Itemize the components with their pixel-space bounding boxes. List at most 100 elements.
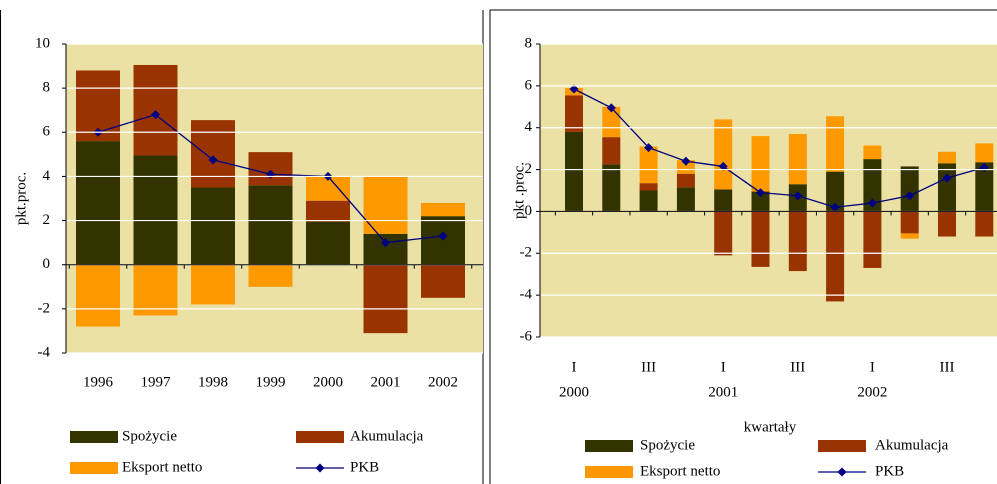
legend-label: Akumulacja <box>875 437 949 453</box>
bar <box>714 211 733 256</box>
bar <box>248 152 293 186</box>
bar <box>133 155 178 265</box>
plot <box>76 64 465 334</box>
bar <box>975 162 994 212</box>
x-axis-label: kwartały <box>744 419 797 435</box>
group-label: 2001 <box>708 384 738 400</box>
bar <box>938 163 956 212</box>
bar <box>863 145 882 160</box>
bar <box>863 159 882 212</box>
bar <box>676 187 695 212</box>
y-tick-label: 0 <box>525 203 533 219</box>
x-tick-label: I <box>870 359 875 375</box>
y-tick-label: -6 <box>520 328 533 344</box>
y-tick-label: 8 <box>525 35 533 51</box>
x-tick-label: 1998 <box>198 374 228 390</box>
marker <box>718 161 728 171</box>
bar <box>565 131 583 212</box>
bar <box>788 133 807 185</box>
legend-label: PKB <box>875 463 904 479</box>
x-tick-label: I <box>721 359 726 375</box>
marker <box>830 202 840 212</box>
bar <box>900 211 919 234</box>
bar <box>900 233 919 239</box>
bar <box>191 187 235 265</box>
marker <box>867 198 877 208</box>
legend-label: Spożycie <box>640 437 695 453</box>
marker <box>644 143 654 153</box>
legend-label: Eksport netto <box>640 463 720 479</box>
bar <box>76 141 120 265</box>
legend-swatch <box>70 462 118 474</box>
y-axis-label: pkt.proc. <box>13 172 29 225</box>
marker <box>208 155 218 165</box>
x-tick-label: 2001 <box>371 374 401 390</box>
y-tick-label: 2 <box>525 161 533 177</box>
y-tick-label: -2 <box>520 245 533 261</box>
bar <box>191 264 235 305</box>
bar <box>363 176 408 234</box>
marker <box>569 84 579 94</box>
group-label: 2000 <box>559 384 589 400</box>
x-tick-label: III <box>940 359 955 375</box>
bar <box>751 136 770 192</box>
y-tick-label: -4 <box>38 344 51 360</box>
bar <box>751 211 770 267</box>
group-label: 2002 <box>857 384 887 400</box>
marker <box>438 231 448 241</box>
bar <box>826 171 845 212</box>
bar <box>975 143 994 163</box>
y-tick-label: 6 <box>43 124 51 140</box>
legend-label: Eksport netto <box>122 459 202 475</box>
bar <box>826 211 845 302</box>
legend-swatch <box>296 431 344 443</box>
y-tick-label: 10 <box>35 35 50 51</box>
bar <box>133 264 178 316</box>
marker <box>793 191 803 201</box>
marker <box>756 188 765 198</box>
y-tick-label: 4 <box>43 168 51 184</box>
bar <box>714 119 733 190</box>
bar <box>639 146 658 184</box>
bar <box>602 164 621 212</box>
legend-label: PKB <box>350 459 379 475</box>
legend-swatch <box>585 440 633 452</box>
x-tick-label: III <box>790 359 805 375</box>
bar <box>639 183 658 191</box>
marker <box>942 173 952 183</box>
marker <box>905 191 915 201</box>
x-tick-label: 1996 <box>83 374 114 390</box>
bar <box>751 191 770 212</box>
bar <box>306 221 350 265</box>
y-tick-label: -2 <box>38 300 51 316</box>
y-tick-label: 4 <box>525 119 533 135</box>
x-tick-label: III <box>641 359 656 375</box>
bar <box>714 189 733 212</box>
bar <box>421 202 465 217</box>
x-tick-label: 2002 <box>428 374 458 390</box>
bar <box>76 264 120 327</box>
bar <box>676 173 695 188</box>
y-tick-label: 0 <box>43 256 51 272</box>
bar <box>788 211 807 272</box>
bar <box>363 264 408 334</box>
legend-marker <box>315 463 325 473</box>
bar <box>421 264 465 298</box>
bar <box>602 106 621 138</box>
marker <box>381 238 390 248</box>
legend-marker <box>837 467 847 477</box>
bar <box>191 120 235 188</box>
line <box>573 88 985 208</box>
bar <box>306 200 350 222</box>
x-tick-label: 1997 <box>141 374 172 390</box>
bar <box>602 137 621 165</box>
bar <box>248 185 293 265</box>
bar <box>826 116 845 172</box>
bar <box>676 160 695 174</box>
bar <box>565 95 583 132</box>
marker <box>606 103 616 113</box>
bar <box>938 151 956 164</box>
bar <box>900 166 919 212</box>
legend-swatch <box>70 431 118 443</box>
